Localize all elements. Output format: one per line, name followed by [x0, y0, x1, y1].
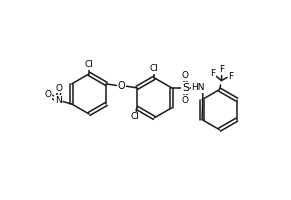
Text: N: N: [55, 96, 62, 105]
Text: Cl: Cl: [150, 64, 159, 73]
Text: O: O: [45, 90, 52, 99]
Text: O: O: [182, 96, 189, 105]
Text: F: F: [228, 72, 233, 81]
Text: F: F: [219, 65, 225, 74]
Text: HN: HN: [191, 83, 205, 92]
Text: O: O: [182, 71, 189, 80]
Text: F: F: [210, 69, 215, 78]
Text: O: O: [118, 81, 125, 91]
Text: O: O: [56, 84, 63, 93]
Text: Cl: Cl: [131, 112, 140, 121]
Text: Cl: Cl: [85, 60, 93, 69]
Text: S: S: [182, 83, 189, 93]
